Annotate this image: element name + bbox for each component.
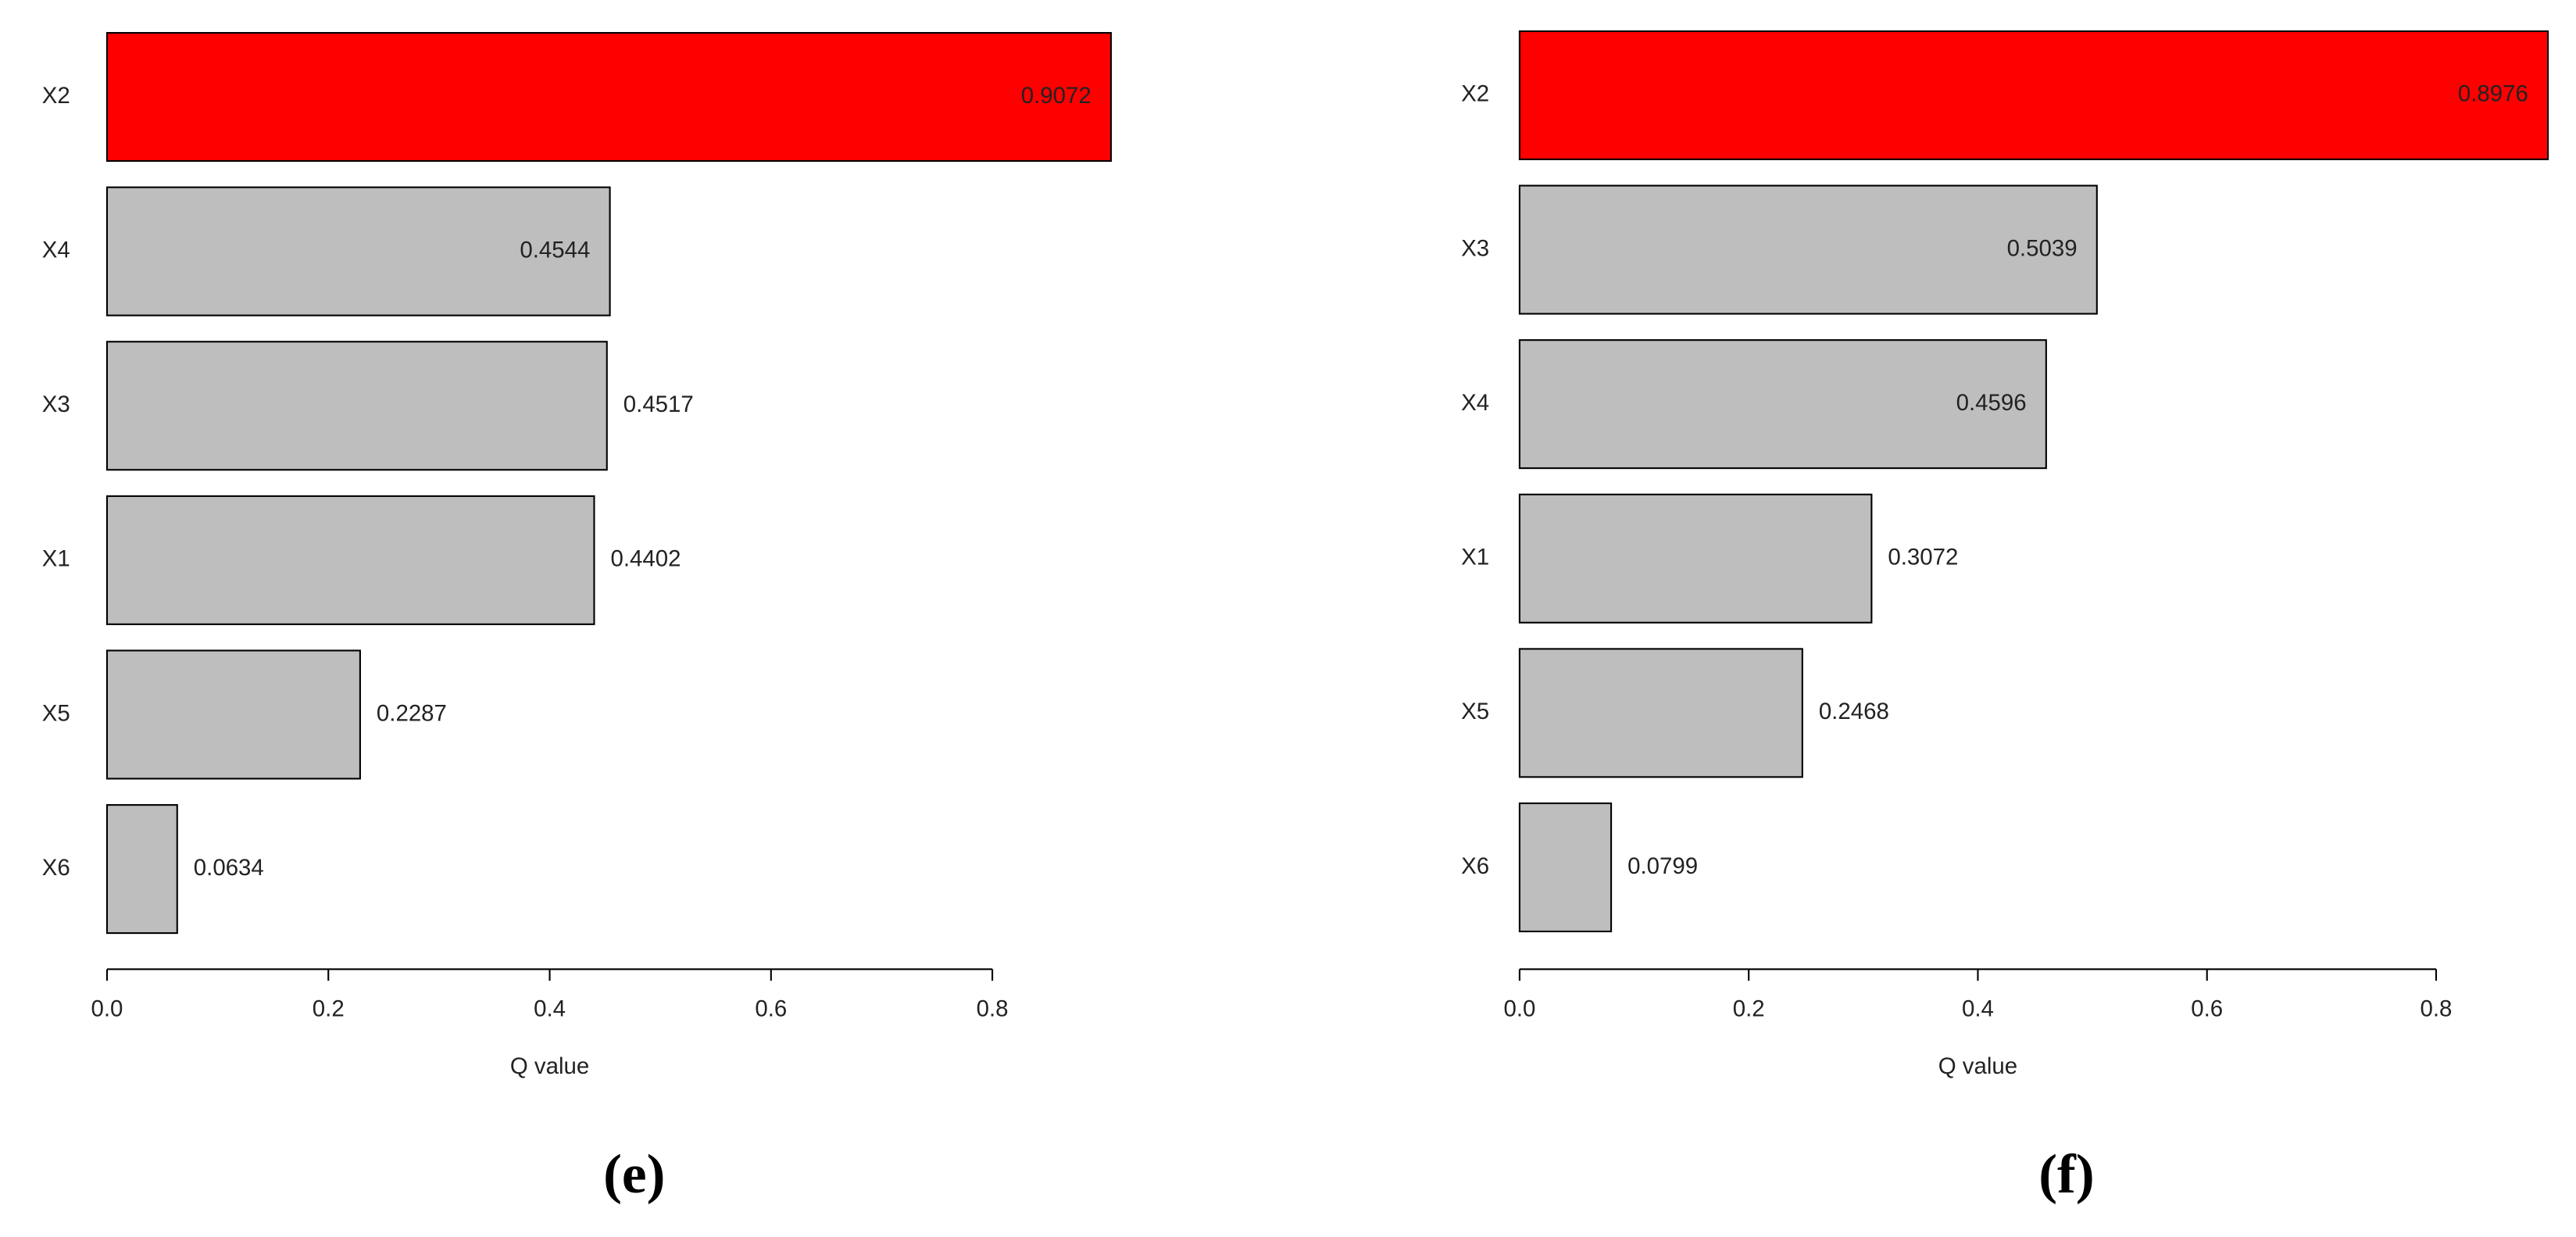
category-label: X2 bbox=[42, 83, 70, 109]
x-axis-label: Q value bbox=[1938, 1053, 2017, 1079]
bar bbox=[1518, 30, 2549, 160]
value-label: 0.0634 bbox=[194, 855, 264, 881]
x-tick-label: 0.2 bbox=[1733, 996, 1765, 1022]
value-label: 0.4517 bbox=[623, 391, 694, 417]
category-label: X2 bbox=[1461, 81, 1489, 107]
value-label: 0.8976 bbox=[2458, 81, 2528, 107]
x-tick-label: 0.6 bbox=[2191, 996, 2223, 1022]
x-tick-label: 0.0 bbox=[91, 996, 123, 1022]
bar bbox=[105, 341, 608, 471]
bar bbox=[105, 649, 361, 780]
value-label: 0.4402 bbox=[610, 546, 681, 572]
value-label: 0.3072 bbox=[1888, 545, 1958, 570]
panel-label: (e) bbox=[603, 1143, 665, 1205]
category-label: X6 bbox=[1461, 853, 1489, 879]
bar-chart: X2 0.8976 X3 0.5039 X4 0.4596 X1 0.3072 X5 0.2468… bbox=[1461, 30, 2549, 1205]
bar bbox=[105, 186, 611, 316]
bar bbox=[105, 804, 178, 935]
x-tick-label: 0.6 bbox=[755, 996, 787, 1022]
x-tick-label: 0.8 bbox=[977, 996, 1009, 1022]
bar bbox=[1518, 648, 1803, 778]
value-label: 0.9072 bbox=[1021, 83, 1091, 109]
category-label: X1 bbox=[42, 546, 70, 572]
bar bbox=[105, 31, 1112, 163]
x-tick-label: 0.0 bbox=[1503, 996, 1535, 1022]
category-label: X6 bbox=[42, 855, 70, 881]
category-label: X3 bbox=[42, 391, 70, 417]
bar bbox=[1518, 184, 2098, 315]
category-label: X3 bbox=[1461, 235, 1489, 261]
x-tick-label: 0.4 bbox=[534, 996, 566, 1022]
bar bbox=[1518, 802, 1613, 933]
value-label: 0.0799 bbox=[1627, 853, 1698, 879]
bar bbox=[105, 495, 595, 625]
value-label: 0.4544 bbox=[520, 237, 590, 263]
bar-chart: X2 0.9072 X4 0.4544 X3 0.4517 X1 0.4402 X5 0.2287… bbox=[42, 31, 1112, 1205]
category-label: X5 bbox=[1461, 699, 1489, 724]
x-tick-label: 0.8 bbox=[2421, 996, 2453, 1022]
panel-label: (f) bbox=[2038, 1143, 2094, 1205]
category-label: X1 bbox=[1461, 545, 1489, 570]
category-label: X4 bbox=[42, 237, 70, 263]
category-label: X4 bbox=[1461, 390, 1489, 416]
x-tick-label: 0.4 bbox=[1962, 996, 1994, 1022]
value-label: 0.5039 bbox=[2007, 235, 2078, 261]
value-label: 0.2287 bbox=[377, 700, 447, 726]
category-label: X5 bbox=[42, 700, 70, 726]
x-tick-label: 0.2 bbox=[313, 996, 345, 1022]
bar bbox=[1518, 339, 2047, 470]
value-label: 0.2468 bbox=[1819, 699, 1889, 724]
value-label: 0.4596 bbox=[1956, 390, 2027, 416]
x-axis-label: Q value bbox=[510, 1053, 589, 1079]
bar bbox=[1518, 493, 1873, 624]
